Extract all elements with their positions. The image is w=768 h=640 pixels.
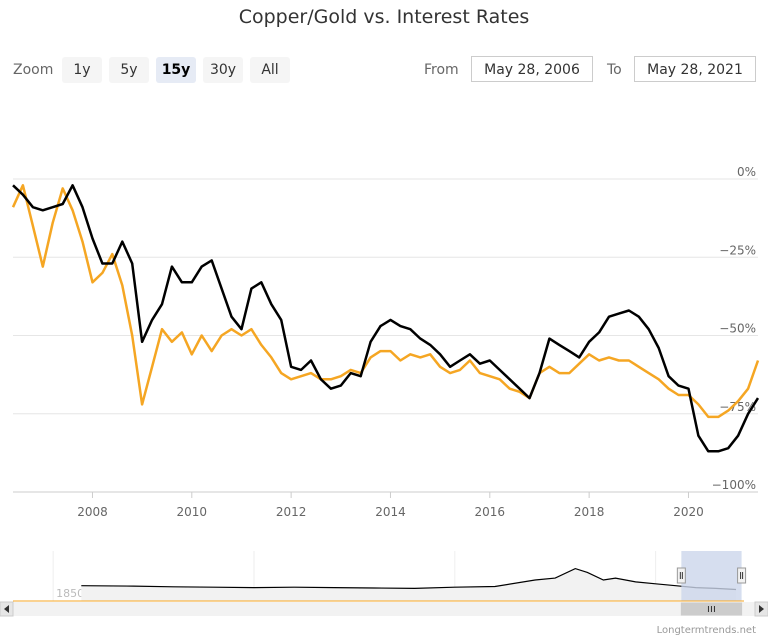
navigator-series-line — [81, 567, 737, 591]
navigator-left-handle[interactable] — [676, 567, 686, 584]
scrollbar-track[interactable] — [0, 602, 768, 616]
series-line-interest-rates — [11, 184, 760, 419]
navigator-selected-range[interactable] — [681, 551, 742, 601]
y-tick-label: −25% — [719, 243, 756, 257]
navigator-series-area — [81, 568, 737, 601]
triangle-left-icon — [4, 605, 9, 613]
y-tick-label: −100% — [712, 478, 756, 492]
credit-link[interactable]: Longtermtrends.net — [656, 625, 756, 636]
x-tick-label: 2010 — [177, 505, 208, 519]
zoom-label: Zoom — [13, 62, 54, 78]
zoom-1y-button[interactable]: 1y — [62, 57, 102, 83]
zoom-15y-button[interactable]: 15y — [156, 57, 196, 83]
series-line-copper-gold — [12, 184, 760, 453]
zoom-5y-button[interactable]: 5y — [109, 57, 149, 83]
x-tick-label: 2012 — [276, 505, 307, 519]
from-label: From — [424, 62, 459, 78]
chart-title: Copper/Gold vs. Interest Rates — [238, 6, 530, 28]
y-tick-label: 0% — [737, 165, 756, 179]
x-tick-label: 2018 — [574, 505, 605, 519]
zoom-30y-button[interactable]: 30y — [203, 57, 243, 83]
x-tick-label: 2014 — [375, 505, 406, 519]
navigator-tick-label: 1850 — [56, 587, 84, 600]
to-label: To — [607, 62, 622, 78]
navigator-right-handle[interactable] — [737, 567, 747, 584]
x-tick-label: 2008 — [77, 505, 108, 519]
triangle-right-icon — [759, 605, 764, 613]
zoom-all-button[interactable]: All — [250, 57, 290, 83]
y-tick-label: −50% — [719, 322, 756, 336]
x-tick-label: 2016 — [475, 505, 506, 519]
to-date-input[interactable]: May 28, 2021 — [634, 56, 756, 82]
from-date-input[interactable]: May 28, 2006 — [471, 56, 593, 82]
x-tick-label: 2020 — [673, 505, 704, 519]
